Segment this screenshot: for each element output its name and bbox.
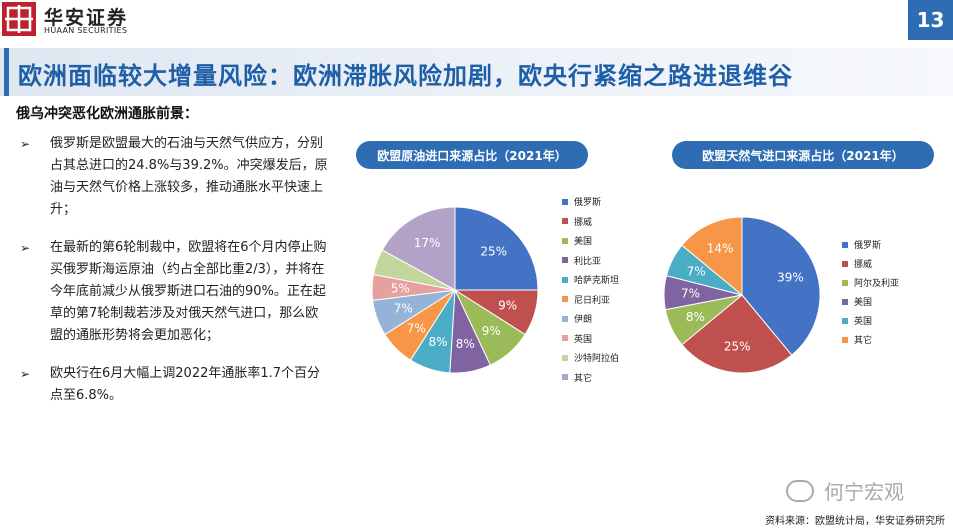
bullet-arrow-icon: ➢ [20,137,31,151]
bullet-text: 俄罗斯是欧盟最大的石油与天然气供应方，分别占其总进口的24.8%与39.2%。冲… [50,136,328,217]
oil-legend-swatch [562,198,568,205]
gas-legend-item-3: 美国 [842,292,899,311]
oil-legend-label: 美国 [574,237,593,248]
oil-data-label-3: 8% [456,337,475,351]
oil-legend-label: 挪威 [574,217,593,228]
oil-legend-item-8: 沙特阿拉伯 [562,348,619,368]
bullet-item: ➢ 俄罗斯是欧盟最大的石油与天然气供应方，分别占其总进口的24.8%与39.2%… [18,133,328,221]
oil-legend-item-5: 尼日利亚 [562,290,619,310]
oil-legend-label: 俄罗斯 [574,198,602,209]
gas-legend-label: 其它 [854,336,873,346]
wechat-icon [786,479,814,502]
gas-data-label-4: 7% [687,265,706,279]
oil-slice-9 [381,206,456,291]
oil-legend-swatch [562,315,568,322]
title-accent [4,48,9,96]
oil-legend-item-1: 挪威 [562,212,619,232]
bullet-arrow-icon: ➢ [20,241,31,255]
oil-pie-chart: 25%9%9%8%8%7%7%5%17% [371,206,539,374]
logo-name: 华安证券 [44,7,129,29]
wechat-watermark: 何宁宏观 [786,476,904,505]
gas-chart-title: 欧盟天然气进口来源占比（2021年） [672,141,934,169]
gas-legend-swatch [842,317,848,324]
oil-legend-label: 伊朗 [574,315,593,326]
logo-subtitle: HUAAN SECURITIES [44,26,128,35]
gas-data-label-5: 14% [707,241,734,255]
bullet-item: ➢ 欧央行在6月大幅上调2022年通胀率1.7个百分点至6.8%。 [18,363,328,407]
oil-slice-0 [454,206,539,291]
company-logo: 华安证券 HUAAN SECURITIES [0,0,140,38]
oil-legend-label: 其它 [574,373,593,384]
bullet-list: ➢ 俄罗斯是欧盟最大的石油与天然气供应方，分别占其总进口的24.8%与39.2%… [18,133,328,423]
gas-legend-label: 俄罗斯 [854,241,882,251]
oil-data-label-2: 9% [482,324,501,338]
oil-chart-title: 欧盟原油进口来源占比（2021年） [356,141,588,169]
gas-legend-swatch [842,336,848,343]
oil-data-label-6: 7% [394,302,413,316]
oil-legend-swatch [562,276,568,283]
gas-legend-label: 美国 [854,298,873,308]
title-bar: 欧洲面临较大增量风险：欧洲滞胀风险加剧，欧央行紧缩之路进退维谷 [0,48,953,96]
oil-data-label-9: 17% [414,236,441,250]
oil-legend-item-4: 哈萨克斯坦 [562,270,619,290]
oil-legend-swatch [562,335,568,342]
gas-legend-label: 挪威 [854,260,873,270]
oil-legend-label: 利比亚 [574,256,602,267]
oil-data-label-1: 9% [498,298,517,312]
gas-legend-item-4: 英国 [842,311,899,330]
gas-pie-chart: 39%25%8%7%7%14% [663,216,821,374]
oil-legend-swatch [562,374,568,381]
source-note: 资料来源：欧盟统计局，华安证券研究所 [765,516,945,527]
gas-data-label-2: 8% [686,310,705,324]
gas-legend-item-1: 挪威 [842,254,899,273]
gas-legend-swatch [842,260,848,267]
oil-legend-item-0: 俄罗斯 [562,192,619,212]
oil-legend-item-3: 利比亚 [562,251,619,271]
oil-legend-label: 沙特阿拉伯 [574,354,620,365]
page-number: 13 [908,0,953,40]
gas-data-label-0: 39% [777,271,804,285]
oil-chart-legend: 俄罗斯挪威美国利比亚哈萨克斯坦尼日利亚伊朗英国沙特阿拉伯其它 [562,192,619,387]
gas-legend-swatch [842,241,848,248]
gas-legend-item-2: 阿尔及利亚 [842,273,899,292]
oil-legend-label: 哈萨克斯坦 [574,276,620,287]
oil-legend-swatch [562,257,568,264]
gas-slice-5 [681,216,743,297]
gas-data-label-1: 25% [724,339,751,353]
oil-data-label-7: 5% [391,281,410,295]
gas-legend-label: 英国 [854,317,873,327]
gas-legend-label: 阿尔及利亚 [854,279,900,289]
bullet-arrow-icon: ➢ [20,367,31,381]
logo-mark-icon [2,2,36,36]
page-title: 欧洲面临较大增量风险：欧洲滞胀风险加剧，欧央行紧缩之路进退维谷 [18,62,793,90]
oil-legend-label: 尼日利亚 [574,295,611,306]
bullet-item: ➢ 在最新的第6轮制裁中，欧盟将在6个月内停止购买俄罗斯海运原油（约占全部比重2… [18,237,328,347]
oil-legend-swatch [562,218,568,225]
oil-legend-item-6: 伊朗 [562,309,619,329]
oil-data-label-5: 7% [407,322,426,336]
gas-legend-swatch [842,279,848,286]
oil-legend-swatch [562,354,568,361]
oil-data-label-0: 25% [480,244,507,258]
oil-legend-label: 英国 [574,334,593,345]
gas-legend-item-5: 其它 [842,330,899,349]
section-subheading: 俄乌冲突恶化欧洲通胀前景： [16,106,198,122]
oil-legend-item-9: 其它 [562,368,619,388]
gas-slice-0 [741,216,821,356]
oil-legend-item-7: 英国 [562,329,619,349]
oil-legend-swatch [562,237,568,244]
gas-legend-item-0: 俄罗斯 [842,235,899,254]
gas-slice-1 [681,294,793,374]
wechat-account-name: 何宁宏观 [824,480,904,504]
gas-legend-swatch [842,298,848,305]
gas-data-label-3: 7% [681,286,700,300]
gas-chart-legend: 俄罗斯挪威阿尔及利亚美国英国其它 [842,235,899,349]
bullet-text: 在最新的第6轮制裁中，欧盟将在6个月内停止购买俄罗斯海运原油（约占全部比重2/3… [50,240,327,343]
bullet-text: 欧央行在6月大幅上调2022年通胀率1.7个百分点至6.8%。 [50,366,321,403]
oil-legend-swatch [562,296,568,303]
oil-legend-item-2: 美国 [562,231,619,251]
oil-data-label-4: 8% [429,335,448,349]
